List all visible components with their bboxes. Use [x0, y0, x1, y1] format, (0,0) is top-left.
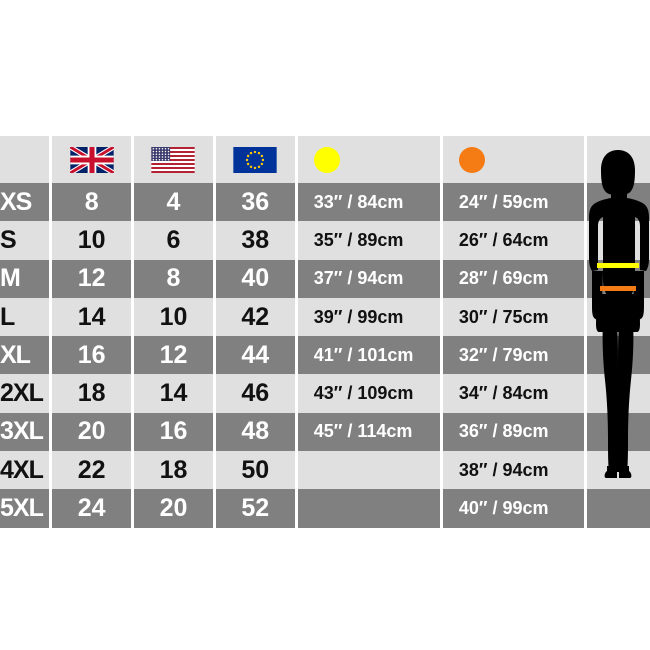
cell-uk: 20	[52, 412, 132, 452]
cell-size: L	[0, 297, 50, 337]
cell-size: 4XL	[0, 451, 50, 490]
cell-eu: 44	[215, 336, 295, 375]
cell-waist: 40″ / 99cm	[442, 489, 584, 528]
table-header-row	[0, 136, 650, 183]
cell-us: 12	[134, 336, 213, 375]
cell-eu: 36	[215, 183, 295, 222]
yellow-dot-icon	[313, 146, 340, 173]
cell-uk: 16	[52, 336, 132, 375]
cell-us: 10	[134, 297, 213, 337]
cell-waist: 38″ / 94cm	[442, 451, 584, 490]
cell-figure	[586, 297, 650, 337]
cell-figure	[586, 412, 650, 452]
table-row: XS 8 4 36 33″ / 84cm 24″ / 59cm	[0, 183, 650, 222]
cell-us: 14	[134, 374, 213, 413]
table-row: 3XL 20 16 48 45″ / 114cm 36″ / 89cm	[0, 412, 650, 452]
table-row: L 14 10 42 39″ / 99cm 30″ / 75cm	[0, 297, 650, 337]
eu-flag-icon	[233, 146, 277, 173]
cell-eu: 42	[215, 297, 295, 337]
cell-us: 4	[134, 183, 213, 222]
cell-eu: 50	[215, 451, 295, 490]
us-flag-icon	[151, 146, 196, 173]
cell-size: 5XL	[0, 489, 50, 528]
cell-size: XS	[0, 183, 50, 222]
cell-size: M	[0, 259, 50, 298]
cell-bust: 41″ / 101cm	[297, 336, 440, 375]
cell-waist: 24″ / 59cm	[442, 183, 584, 222]
cell-size: S	[0, 221, 50, 260]
cell-eu: 38	[215, 221, 295, 260]
cell-eu: 48	[215, 412, 295, 452]
header-cell-eu	[215, 136, 295, 183]
cell-waist: 36″ / 89cm	[442, 412, 584, 452]
orange-dot-icon	[458, 146, 485, 173]
cell-waist: 34″ / 84cm	[442, 374, 584, 413]
cell-bust: 33″ / 84cm	[297, 183, 440, 222]
cell-figure	[586, 451, 650, 490]
cell-us: 18	[134, 451, 213, 490]
cell-bust: 43″ / 109cm	[297, 374, 440, 413]
table-row: 2XL 18 14 46 43″ / 109cm 34″ / 84cm	[0, 374, 650, 413]
cell-figure	[586, 221, 650, 260]
table-row: M 12 8 40 37″ / 94cm 28″ / 69cm	[0, 259, 650, 298]
cell-size: XL	[0, 336, 50, 375]
cell-uk: 12	[52, 259, 132, 298]
size-chart-table: XS 8 4 36 33″ / 84cm 24″ / 59cm S 10 6 38 35″ / 89…	[0, 136, 650, 528]
cell-bust: 39″ / 99cm	[297, 297, 440, 337]
cell-bust: 35″ / 89cm	[297, 221, 440, 260]
table-row: XL 16 12 44 41″ / 101cm 32″ / 79cm	[0, 336, 650, 375]
cell-bust	[297, 489, 440, 528]
cell-figure	[586, 336, 650, 375]
cell-figure	[586, 374, 650, 413]
cell-uk: 8	[52, 183, 132, 222]
header-cell-uk	[52, 136, 132, 183]
header-cell-figure	[586, 136, 650, 183]
header-cell-size	[0, 136, 50, 183]
header-cell-waist	[442, 136, 584, 183]
uk-flag-icon	[69, 146, 114, 173]
header-cell-us	[134, 136, 213, 183]
cell-us: 6	[134, 221, 213, 260]
cell-waist: 28″ / 69cm	[442, 259, 584, 298]
cell-waist: 26″ / 64cm	[442, 221, 584, 260]
cell-bust: 45″ / 114cm	[297, 412, 440, 452]
cell-eu: 52	[215, 489, 295, 528]
cell-us: 8	[134, 259, 213, 298]
cell-bust	[297, 451, 440, 490]
cell-bust: 37″ / 94cm	[297, 259, 440, 298]
cell-uk: 14	[52, 297, 132, 337]
table-row: S 10 6 38 35″ / 89cm 26″ / 64cm	[0, 221, 650, 260]
cell-figure	[586, 259, 650, 298]
header-cell-bust	[297, 136, 440, 183]
cell-waist: 30″ / 75cm	[442, 297, 584, 337]
cell-eu: 40	[215, 259, 295, 298]
cell-uk: 18	[52, 374, 132, 413]
cell-figure	[586, 183, 650, 222]
cell-size: 3XL	[0, 412, 50, 452]
cell-waist: 32″ / 79cm	[442, 336, 584, 375]
cell-uk: 22	[52, 451, 132, 490]
cell-uk: 24	[52, 489, 132, 528]
cell-us: 16	[134, 412, 213, 452]
cell-figure	[586, 489, 650, 528]
cell-size: 2XL	[0, 374, 50, 413]
table-row: 5XL 24 20 52 40″ / 99cm	[0, 489, 650, 528]
cell-eu: 46	[215, 374, 295, 413]
table-row: 4XL 22 18 50 38″ / 94cm	[0, 451, 650, 490]
cell-uk: 10	[52, 221, 132, 260]
cell-us: 20	[134, 489, 213, 528]
